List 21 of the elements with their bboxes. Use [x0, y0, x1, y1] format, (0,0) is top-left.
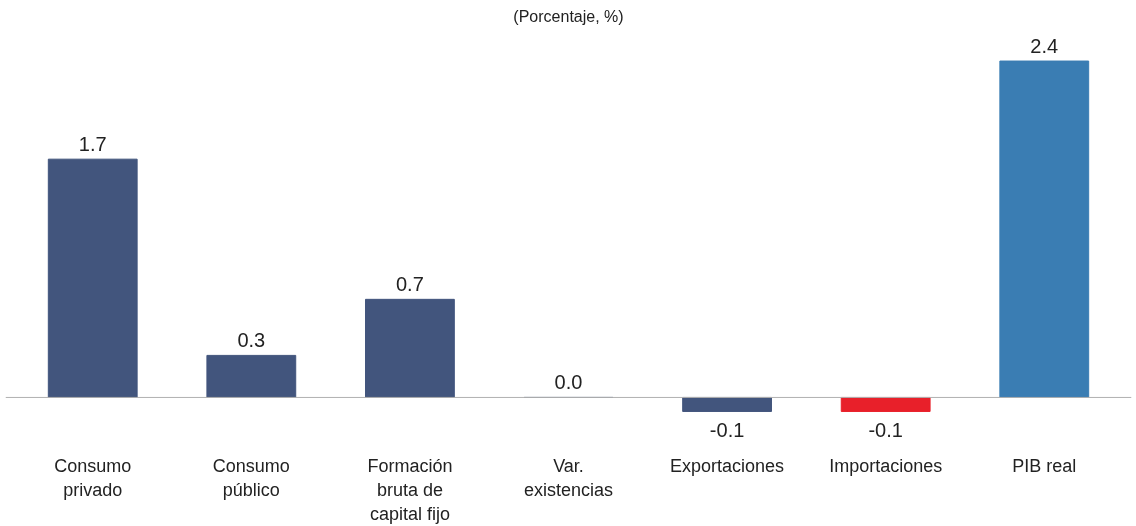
x-tick-label: PIB real	[1012, 455, 1077, 476]
x-tick-label: Var. existencias	[523, 455, 614, 500]
bar	[365, 298, 455, 398]
data-label: 0.0	[554, 371, 583, 394]
bar	[840, 396, 931, 412]
bar	[999, 60, 1090, 398]
x-tick-label: Consumo público	[212, 455, 290, 500]
x-tick-label: Formación bruta de capital fijo	[367, 455, 453, 524]
x-tick-label: Exportaciones	[670, 455, 785, 476]
bar	[206, 354, 297, 398]
data-label: 0.3	[237, 329, 266, 352]
data-label: 1.7	[78, 133, 107, 156]
data-label: 0.7	[396, 273, 424, 296]
x-tick-label: Consumo privado	[54, 455, 132, 500]
data-label: 2.4	[1030, 35, 1059, 58]
x-tick-label: Importaciones	[829, 455, 943, 476]
bar	[47, 158, 138, 398]
bar	[682, 396, 772, 412]
chart-subtitle: (Porcentaje, %)	[513, 7, 624, 25]
data-label: -0.1	[709, 419, 745, 442]
data-label: -0.1	[868, 419, 903, 442]
